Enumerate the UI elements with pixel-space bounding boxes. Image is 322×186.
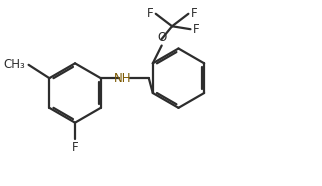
Text: O: O	[157, 31, 166, 44]
Text: F: F	[193, 23, 199, 36]
Text: F: F	[147, 7, 154, 20]
Text: F: F	[190, 7, 197, 20]
Text: CH₃: CH₃	[4, 58, 25, 71]
Text: F: F	[72, 141, 78, 154]
Text: NH: NH	[114, 72, 132, 85]
